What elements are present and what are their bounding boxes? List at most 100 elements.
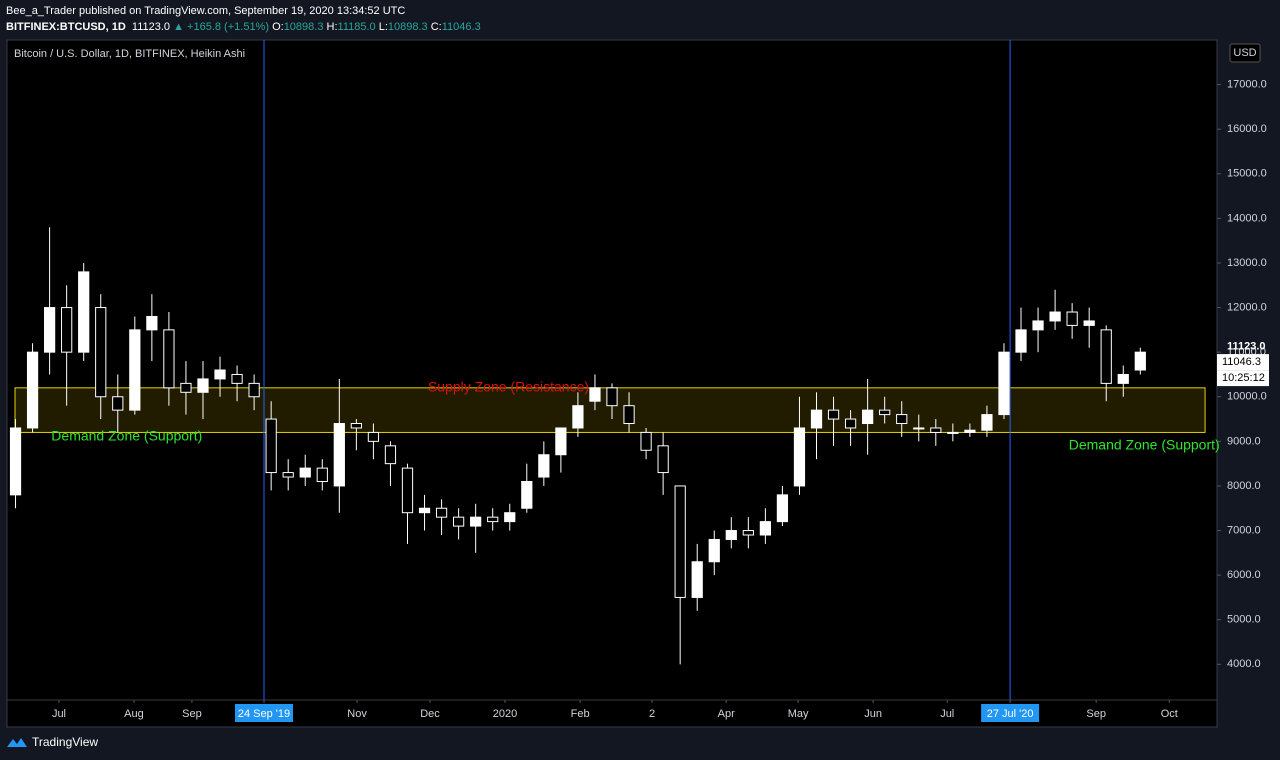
x-tick-label: Oct xyxy=(1161,708,1178,720)
candle-body xyxy=(674,485,686,598)
candle-body xyxy=(930,427,942,433)
symbol-line: BITFINEX:BTCUSD, 1D 11123.0 ▲ +165.8 (+1… xyxy=(6,19,481,35)
countdown: 10:25:12 xyxy=(1222,372,1265,384)
y-tick-label: 13000.0 xyxy=(1227,257,1267,269)
candle-body xyxy=(231,373,243,384)
candle-body xyxy=(708,538,720,563)
high-mark-label: 11123.0 xyxy=(1227,341,1266,353)
y-tick-label: 5000.0 xyxy=(1227,614,1261,626)
candle-body xyxy=(1134,351,1146,371)
candle-body xyxy=(623,405,635,425)
countdown-box xyxy=(1217,370,1269,387)
candle-body xyxy=(1117,373,1129,384)
candle-body xyxy=(844,418,857,429)
candle-body xyxy=(947,431,959,434)
y-tick-label: 17000.0 xyxy=(1227,79,1267,91)
ohlc-value: 10898.3 xyxy=(283,21,324,33)
candle-body xyxy=(43,307,56,353)
candle-body xyxy=(78,271,90,353)
candle-body xyxy=(350,423,362,429)
last-price-box xyxy=(1217,354,1269,371)
ohlc-key: H: xyxy=(326,21,338,33)
x-tick-label: Nov xyxy=(347,708,367,720)
x-tick-label: Dec xyxy=(420,708,440,720)
candle-body xyxy=(453,516,465,527)
candle-body xyxy=(657,445,669,474)
candle-body xyxy=(316,467,328,482)
candle-body xyxy=(538,454,550,478)
x-tick-highlight xyxy=(234,704,293,722)
candle-body xyxy=(521,480,533,509)
ohlc: O:10898.3 H:11185.0 L:10898.3 C:11046.3 xyxy=(272,21,481,33)
x-tick-highlight xyxy=(981,704,1040,722)
y-tick-label: 6000.0 xyxy=(1227,569,1261,581)
candle-body xyxy=(1083,320,1095,326)
candle-body xyxy=(725,530,737,540)
candle-body xyxy=(435,507,448,518)
candle-body xyxy=(487,516,499,523)
x-tick-label: May xyxy=(788,708,809,720)
x-tick-label: 27 Jul '20 xyxy=(987,708,1034,720)
candle-body xyxy=(384,445,397,465)
candle-body xyxy=(146,315,158,331)
candle-body xyxy=(333,423,345,487)
candle-body xyxy=(163,329,175,389)
last-price: 11046.3 xyxy=(1222,356,1261,368)
x-tick-label: Feb xyxy=(571,708,590,720)
candle-body xyxy=(470,516,482,527)
change: ▲ +165.8 (+1.51%) xyxy=(173,21,269,33)
candle-body xyxy=(862,409,874,425)
y-tick-label: 4000.0 xyxy=(1227,658,1261,670)
x-tick-label: 2020 xyxy=(493,708,517,720)
x-tick-label: Jun xyxy=(864,708,882,720)
ohlc-value: 11046.3 xyxy=(441,21,481,33)
footer: TradingView xyxy=(6,735,98,749)
candle-body xyxy=(742,530,754,536)
ohlc-value: 11185.0 xyxy=(337,21,376,33)
candle-body xyxy=(640,431,652,451)
ohlc-key: L: xyxy=(378,21,388,33)
currency-button[interactable] xyxy=(1229,43,1261,63)
candle-body xyxy=(827,409,840,420)
candle-body xyxy=(1032,320,1044,331)
y-tick-label: 16000.0 xyxy=(1227,123,1267,135)
candle-body xyxy=(418,507,431,514)
candle-body xyxy=(401,467,414,514)
currency: USD xyxy=(1233,47,1256,59)
chart-title: Bitcoin / U.S. Dollar, 1D, BITFINEX, Hei… xyxy=(14,48,245,60)
candle-body xyxy=(759,521,771,536)
y-tick-label: 15000.0 xyxy=(1227,168,1267,180)
candle-body xyxy=(998,351,1010,416)
annotation: Demand Zone (Support) xyxy=(1069,437,1220,453)
y-tick-label: 7000.0 xyxy=(1227,524,1261,536)
candle-body xyxy=(248,382,260,398)
candle-body xyxy=(572,405,584,429)
chart: Bitcoin / U.S. Dollar, 1D, BITFINEX, Hei… xyxy=(6,39,1269,728)
candle-body xyxy=(197,378,209,393)
ohlc-key: C: xyxy=(430,21,442,33)
candle-body xyxy=(61,307,73,353)
candle-body xyxy=(112,396,124,411)
y-tick-label: 12000.0 xyxy=(1227,301,1267,313)
candle-body xyxy=(282,472,294,478)
candle-body xyxy=(180,382,192,393)
y-tick-label: 9000.0 xyxy=(1227,435,1261,447)
y-tick-label: 10000.0 xyxy=(1227,391,1267,403)
annotation: Demand Zone (Support) xyxy=(51,428,202,444)
candle-body xyxy=(776,494,789,523)
candle-body xyxy=(606,387,618,407)
y-tick-label: 8000.0 xyxy=(1227,480,1261,492)
candle-body xyxy=(26,351,39,429)
candle-body xyxy=(555,427,567,456)
candle-body xyxy=(1015,329,1027,353)
candle-body xyxy=(691,561,703,598)
candle-body xyxy=(214,369,226,380)
candle-body xyxy=(95,307,107,398)
x-tick-label: Sep xyxy=(182,708,202,720)
candle-body xyxy=(793,427,806,487)
logo xyxy=(7,738,27,747)
candle-body xyxy=(1066,311,1078,326)
x-tick-label: 24 Sep '19 xyxy=(238,708,290,720)
ohlc-key: O: xyxy=(272,21,284,33)
